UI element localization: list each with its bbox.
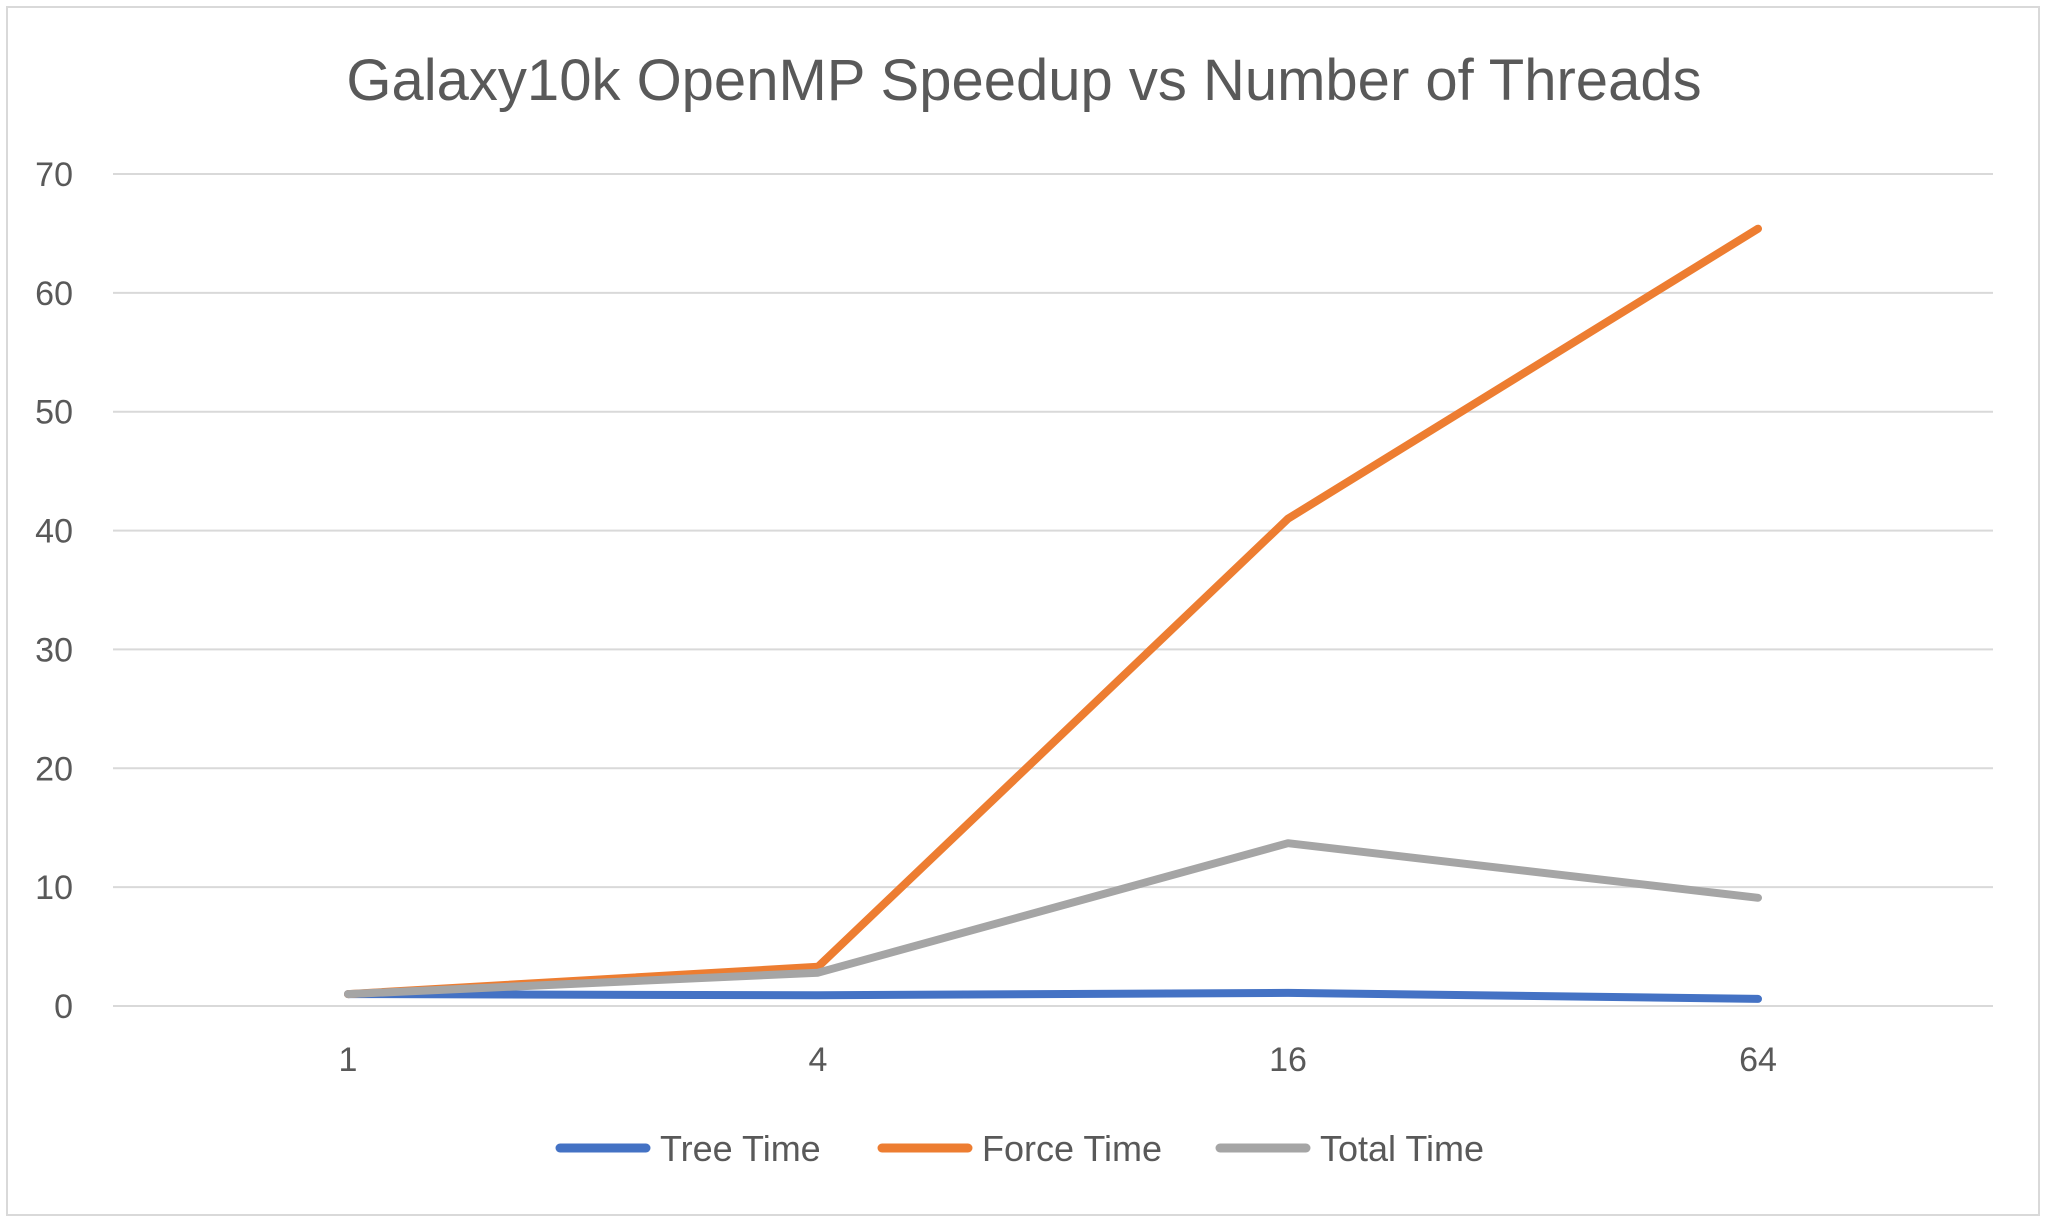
y-tick-label: 0 — [54, 988, 73, 1026]
y-tick-label: 60 — [35, 275, 73, 313]
y-tick-label: 20 — [35, 750, 73, 788]
gridlines — [113, 173, 1993, 1007]
chart-title: Galaxy10k OpenMP Speedup vs Number of Th… — [346, 48, 1701, 113]
x-tick-label: 16 — [1269, 1041, 1307, 1079]
legend-label: Total Time — [1320, 1128, 1484, 1169]
series-line-total-time — [344, 839, 1762, 999]
legend-item: Total Time — [1215, 1128, 1484, 1169]
legend-label: Tree Time — [660, 1128, 821, 1169]
y-axis-ticks: 0 10 20 30 40 50 60 70 — [35, 156, 73, 1026]
y-tick-label: 30 — [35, 631, 73, 669]
chart-frame — [6, 6, 2040, 1216]
legend-item: Tree Time — [555, 1128, 821, 1169]
series-line-tree-time — [344, 988, 1762, 1003]
legend: Tree Time Force Time Total Time — [555, 1128, 1484, 1169]
legend-label: Force Time — [982, 1128, 1162, 1169]
y-tick-label: 70 — [35, 156, 73, 194]
x-axis-ticks: 1 4 16 64 — [339, 1041, 1777, 1079]
series-lines — [344, 224, 1762, 1003]
series-line-force-time — [344, 224, 1762, 999]
y-tick-label: 10 — [35, 869, 73, 907]
legend-item: Force Time — [877, 1128, 1162, 1169]
x-tick-label: 64 — [1739, 1041, 1777, 1079]
y-tick-label: 50 — [35, 394, 73, 432]
x-tick-label: 4 — [809, 1041, 828, 1079]
x-tick-label: 1 — [339, 1041, 358, 1079]
y-tick-label: 40 — [35, 513, 73, 551]
